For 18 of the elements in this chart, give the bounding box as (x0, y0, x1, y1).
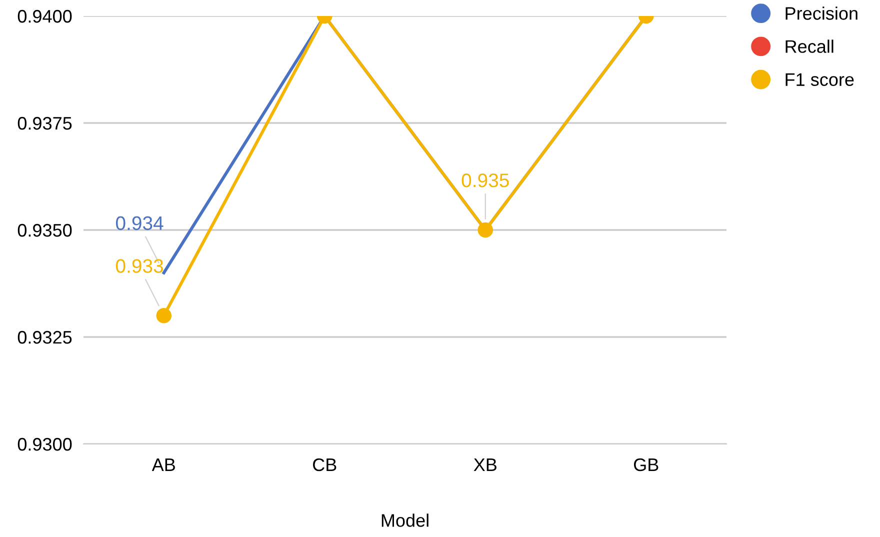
y-tick-label: 0.9375 (18, 116, 72, 130)
data-label: 0.934 (116, 216, 164, 230)
y-tick-label: 0.9325 (18, 330, 72, 344)
x-tick-label: GB (634, 458, 658, 472)
x-tick-label: CB (313, 458, 336, 472)
y-tick-label: 0.9400 (18, 10, 72, 23)
point (156, 308, 172, 324)
data-label: 0.935 (462, 174, 509, 188)
point (478, 222, 494, 238)
x-tick-label: AB (152, 458, 175, 471)
x-tick-label: XB (474, 458, 496, 471)
legend-label: Precision (786, 6, 858, 20)
legend-label: F1 score (786, 73, 854, 86)
legend-label: Recall (786, 40, 834, 53)
data-label: 0.933 (116, 259, 164, 273)
x-axis-title: Model (382, 514, 428, 527)
y-tick-label: 0.9350 (18, 224, 72, 237)
y-tick-label: 0.9300 (18, 438, 72, 451)
